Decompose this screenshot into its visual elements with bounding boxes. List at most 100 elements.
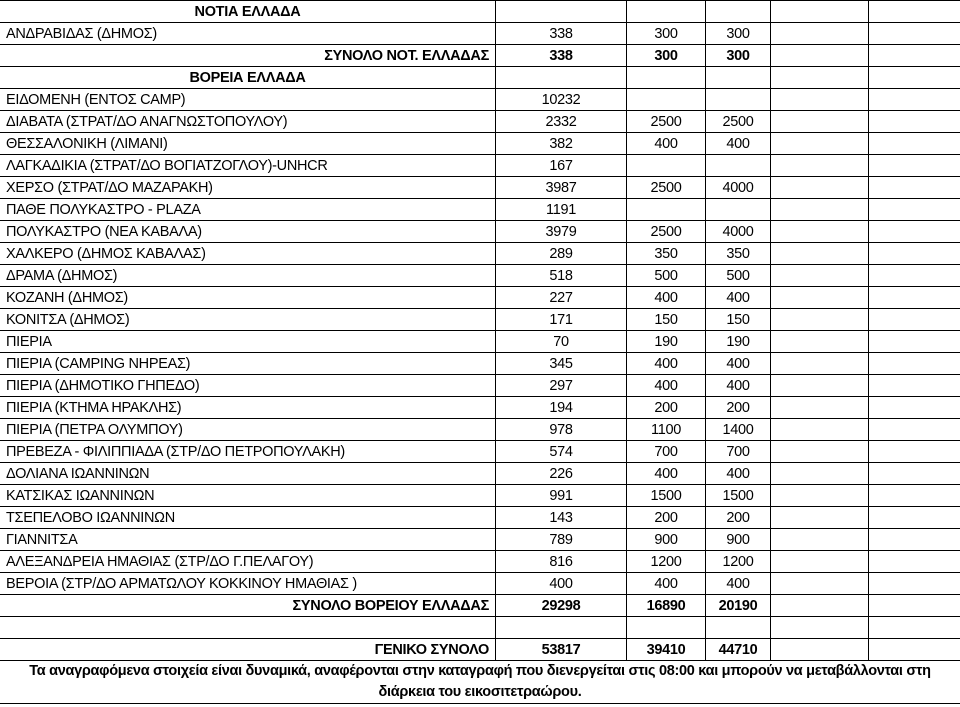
- capacity-cell: 190: [626, 330, 706, 353]
- count-cell: [495, 616, 627, 639]
- empty-cell: [868, 396, 960, 419]
- empty-cell: [868, 132, 960, 155]
- max-capacity-cell: [705, 154, 771, 177]
- footer-row: Τα αναγραφόμενα στοιχεία είναι δυναμικά,…: [0, 660, 960, 704]
- capacity-cell: [626, 154, 706, 177]
- max-capacity-cell: 190: [705, 330, 771, 353]
- empty-cell: [770, 176, 869, 199]
- count-cell: 400: [495, 572, 627, 595]
- count-cell: 29298: [495, 594, 627, 617]
- table-row: ΑΝΔΡΑΒΙΔΑΣ (ΔΗΜΟΣ) 338 300 300: [0, 22, 960, 45]
- empty-cell: [770, 506, 869, 529]
- capacity-cell: 350: [626, 242, 706, 265]
- empty-cell: [868, 176, 960, 199]
- site-name-cell: ΠΟΛΥΚΑΣΤΡΟ (ΝΕΑ ΚΑΒΑΛΑ): [0, 220, 496, 243]
- site-name-cell: ΚΟΝΙΤΣΑ (ΔΗΜΟΣ): [0, 308, 496, 331]
- max-capacity-cell: 400: [705, 286, 771, 309]
- table-row: ΑΛΕΞΑΝΔΡΕΙΑ ΗΜΑΘΙΑΣ (ΣΤΡ/ΔΟ Γ.ΠΕΛΑΓΟΥ) 81…: [0, 550, 960, 573]
- capacity-cell: 200: [626, 396, 706, 419]
- empty-cell: [868, 418, 960, 441]
- max-capacity-cell: [705, 66, 771, 89]
- count-cell: 816: [495, 550, 627, 573]
- site-name-cell: ΔΡΑΜΑ (ΔΗΜΟΣ): [0, 264, 496, 287]
- empty-cell: [770, 528, 869, 551]
- empty-cell: [770, 198, 869, 221]
- capacity-cell: 300: [626, 22, 706, 45]
- site-name-cell: ΑΛΕΞΑΝΔΡΕΙΑ ΗΜΑΘΙΑΣ (ΣΤΡ/ΔΟ Γ.ΠΕΛΑΓΟΥ): [0, 550, 496, 573]
- site-name-cell: ΣΥΝΟΛΟ ΒΟΡΕΙΟΥ ΕΛΛΑΔΑΣ: [0, 594, 496, 617]
- max-capacity-cell: [705, 88, 771, 111]
- capacity-cell: 1100: [626, 418, 706, 441]
- site-name-cell: ΚΑΤΣΙΚΑΣ ΙΩΑΝΝΙΝΩΝ: [0, 484, 496, 507]
- empty-cell: [868, 374, 960, 397]
- count-cell: [495, 0, 627, 23]
- max-capacity-cell: 400: [705, 132, 771, 155]
- site-name-cell: ΘΕΣΣΑΛΟΝΙΚΗ (ΛΙΜΑΝΙ): [0, 132, 496, 155]
- max-capacity-cell: 400: [705, 462, 771, 485]
- count-cell: [495, 66, 627, 89]
- max-capacity-cell: 350: [705, 242, 771, 265]
- capacity-cell: 2500: [626, 220, 706, 243]
- count-cell: 167: [495, 154, 627, 177]
- capacity-cell: 1200: [626, 550, 706, 573]
- site-name-cell: ΚΟΖΑΝΗ (ΔΗΜΟΣ): [0, 286, 496, 309]
- count-cell: 2332: [495, 110, 627, 133]
- count-cell: 338: [495, 44, 627, 67]
- max-capacity-cell: 900: [705, 528, 771, 551]
- count-cell: 345: [495, 352, 627, 375]
- table-row: ΠΙΕΡΙΑ (ΔΗΜΟΤΙΚΟ ΓΗΠΕΔΟ) 297 400 400: [0, 374, 960, 397]
- max-capacity-cell: 400: [705, 352, 771, 375]
- table-row: ΓΙΑΝΝΙΤΣΑ 789 900 900: [0, 528, 960, 551]
- table-row: ΠΙΕΡΙΑ (ΠΕΤΡΑ ΟΛΥΜΠΟΥ) 978 1100 1400: [0, 418, 960, 441]
- empty-cell: [868, 242, 960, 265]
- section-header-row: ΝΟΤΙΑ ΕΛΛΑΔΑ: [0, 0, 960, 23]
- site-name-cell: ΓΙΑΝΝΙΤΣΑ: [0, 528, 496, 551]
- max-capacity-cell: [705, 0, 771, 23]
- capacity-cell: [626, 66, 706, 89]
- empty-cell: [868, 638, 960, 661]
- capacity-cell: 400: [626, 374, 706, 397]
- capacity-cell: 400: [626, 462, 706, 485]
- count-cell: 991: [495, 484, 627, 507]
- table-row: ΕΙΔΟΜΕΝΗ (ΕΝΤΟΣ CAMP) 10232: [0, 88, 960, 111]
- empty-cell: [868, 22, 960, 45]
- empty-cell: [868, 594, 960, 617]
- empty-cell: [868, 66, 960, 89]
- table-row: ΒΕΡΟΙΑ (ΣΤΡ/ΔΟ ΑΡΜΑΤΩΛΟΥ ΚΟΚΚΙΝΟΥ ΗΜΑΘΙΑ…: [0, 572, 960, 595]
- empty-cell: [770, 220, 869, 243]
- table-row: ΔΟΛΙΑΝΑ ΙΩΑΝΝΙΝΩΝ 226 400 400: [0, 462, 960, 485]
- count-cell: 289: [495, 242, 627, 265]
- empty-cell: [868, 330, 960, 353]
- count-cell: 226: [495, 462, 627, 485]
- site-name-cell: ΠΙΕΡΙΑ (ΚΤΗΜΑ ΗΡΑΚΛΗΣ): [0, 396, 496, 419]
- max-capacity-cell: 4000: [705, 176, 771, 199]
- empty-cell: [770, 132, 869, 155]
- empty-cell: [770, 374, 869, 397]
- site-name-cell: ΠΙΕΡΙΑ (CAMPING ΝΗΡΕΑΣ): [0, 352, 496, 375]
- empty-cell: [770, 462, 869, 485]
- max-capacity-cell: 1500: [705, 484, 771, 507]
- empty-cell: [868, 352, 960, 375]
- site-name-cell: ΠΑΘΕ ΠΟΛΥΚΑΣΤΡΟ - PLAZA: [0, 198, 496, 221]
- site-name-cell: ΒΕΡΟΙΑ (ΣΤΡ/ΔΟ ΑΡΜΑΤΩΛΟΥ ΚΟΚΚΙΝΟΥ ΗΜΑΘΙΑ…: [0, 572, 496, 595]
- empty-cell: [770, 484, 869, 507]
- table-row: ΠΙΕΡΙΑ (ΚΤΗΜΑ ΗΡΑΚΛΗΣ) 194 200 200: [0, 396, 960, 419]
- empty-cell: [770, 66, 869, 89]
- count-cell: 10232: [495, 88, 627, 111]
- max-capacity-cell: 1200: [705, 550, 771, 573]
- max-capacity-cell: 44710: [705, 638, 771, 661]
- count-cell: 574: [495, 440, 627, 463]
- site-name-cell: ΓΕΝΙΚΟ ΣΥΝΟΛΟ: [0, 638, 496, 661]
- site-name-cell: ΔΙΑΒΑΤΑ (ΣΤΡΑΤ/ΔΟ ΑΝΑΓΝΩΣΤΟΠΟΥΛΟΥ): [0, 110, 496, 133]
- count-cell: 518: [495, 264, 627, 287]
- empty-cell: [868, 308, 960, 331]
- count-cell: 143: [495, 506, 627, 529]
- capacity-cell: 2500: [626, 176, 706, 199]
- max-capacity-cell: 400: [705, 572, 771, 595]
- capacity-cell: [626, 198, 706, 221]
- capacity-cell: [626, 88, 706, 111]
- count-cell: 3979: [495, 220, 627, 243]
- empty-cell: [868, 264, 960, 287]
- count-cell: 171: [495, 308, 627, 331]
- empty-cell: [770, 418, 869, 441]
